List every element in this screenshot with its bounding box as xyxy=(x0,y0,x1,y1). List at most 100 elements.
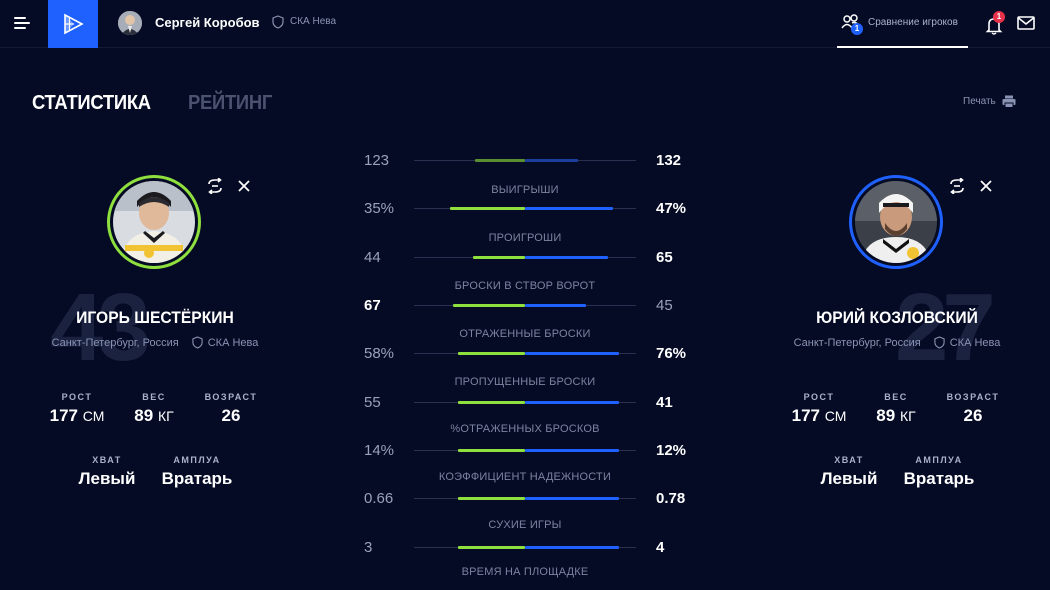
compare-players-tab[interactable]: 1 Сравнение игроков xyxy=(837,0,968,48)
player-location: Санкт-Петербург, Россия СКА Нева xyxy=(777,336,1017,349)
compare-players-label: Сравнение игроков xyxy=(868,17,958,28)
mail-icon[interactable] xyxy=(1017,16,1035,30)
comparison-label: КОЭФФИЦИЕНТ НАДЕЖНОСТИ xyxy=(438,471,612,483)
swap-player-icon[interactable] xyxy=(949,178,965,194)
stat-label: АМПЛУА xyxy=(173,455,221,465)
tab-rating[interactable]: РЕЙТИНГ xyxy=(188,92,273,114)
left-bar xyxy=(453,304,525,307)
right-bar xyxy=(525,449,619,452)
player-team: СКА Нева xyxy=(207,336,259,349)
comparison-label: ВРЕМЯ НА ПЛОЩАДКЕ xyxy=(461,566,589,578)
comparison-row: 44 65 xyxy=(350,247,700,269)
logo-play-icon xyxy=(64,13,84,35)
comparison-label: ПРОПУЩЕННЫЕ БРОСКИ xyxy=(454,376,596,388)
print-label: Печать xyxy=(963,96,996,107)
swap-player-icon[interactable] xyxy=(207,178,223,194)
player-card-left: 43 ИГОРЬ ШЕСТЁРКИН Санкт-Петербург, Росс… xyxy=(35,150,275,550)
right-value: 132 xyxy=(656,152,682,169)
stat-unit: СМ xyxy=(82,408,105,424)
stat-position: АМПЛУА Вратарь xyxy=(895,455,983,489)
right-bar xyxy=(525,497,619,500)
stat-value: 26 xyxy=(221,406,241,425)
comparison-row: 35% 47% xyxy=(350,198,700,220)
stat-height: РОСТ 177 СМ xyxy=(782,392,856,426)
comparison-label: ОТРАЖЕННЫЕ БРОСКИ xyxy=(459,328,591,340)
right-bar xyxy=(525,159,578,162)
comparison-label: %ОТРАЖЕННЫХ БРОСКОВ xyxy=(450,423,600,435)
player-name: ЮРИЙ КОЗЛОВСКИЙ xyxy=(816,308,978,327)
left-bar xyxy=(458,497,525,500)
stat-label: ВЕС xyxy=(142,392,166,402)
print-button[interactable]: Печать xyxy=(963,95,1016,108)
shield-icon xyxy=(192,336,203,349)
left-bar xyxy=(458,352,525,355)
notifications-button[interactable]: 1 xyxy=(985,11,1007,35)
comparison-row: 0.66 0.78 xyxy=(350,488,700,510)
stat-weight: ВЕС 89 КГ xyxy=(121,392,187,426)
menu-icon[interactable] xyxy=(14,15,32,31)
stat-age: ВОЗРАСТ 26 xyxy=(937,392,1009,426)
stat-value: Вратарь xyxy=(161,469,233,488)
stat-position: АМПЛУА Вратарь xyxy=(153,455,241,489)
stat-label: РОСТ xyxy=(803,392,835,402)
stat-value: 26 xyxy=(963,406,983,425)
left-value: 123 xyxy=(364,152,390,169)
left-bar xyxy=(458,401,525,404)
stat-age: ВОЗРАСТ 26 xyxy=(195,392,267,426)
printer-icon xyxy=(1002,95,1016,108)
tab-statistics[interactable]: СТАТИСТИКА xyxy=(32,92,151,114)
right-value: 4 xyxy=(656,539,665,556)
player-team: СКА Нева xyxy=(949,336,1001,349)
stat-value: Левый xyxy=(820,469,878,488)
stat-unit: СМ xyxy=(824,408,847,424)
right-bar xyxy=(525,401,619,404)
stat-label: ВЕС xyxy=(884,392,908,402)
player-number: 43 xyxy=(50,274,151,381)
logo[interactable] xyxy=(48,0,98,48)
stat-weight: ВЕС 89 КГ xyxy=(863,392,929,426)
left-bar xyxy=(458,546,525,549)
user-name[interactable]: Сергей Коробов xyxy=(155,15,260,30)
right-value: 45 xyxy=(656,297,673,314)
comparison-label: БРОСКИ В СТВОР ВОРОТ xyxy=(454,280,596,292)
left-bar xyxy=(458,449,525,452)
stat-value: 89 xyxy=(876,406,896,425)
comparison-panel: 123 132 ВЫИГРЫШИ 35% 47% ПРОИГРОШИ 44 65… xyxy=(350,150,700,590)
notifications-badge: 1 xyxy=(993,11,1005,23)
right-bar xyxy=(525,546,619,549)
left-bar xyxy=(450,207,525,210)
stat-unit: КГ xyxy=(157,408,174,424)
comparison-row: 58% 76% xyxy=(350,343,700,365)
comparison-label: ВЫИГРЫШИ xyxy=(491,184,559,196)
compare-count-badge: 1 xyxy=(851,23,863,35)
left-value: 44 xyxy=(364,249,381,266)
stat-unit: КГ xyxy=(899,408,916,424)
player-city: Санкт-Петербург, Россия xyxy=(51,336,179,349)
left-value: 3 xyxy=(364,539,373,556)
comparison-label: ПРОИГРОШИ xyxy=(488,232,562,244)
right-value: 47% xyxy=(656,200,687,217)
comparison-row: 55 41 xyxy=(350,392,700,414)
stat-grip: ХВАТ Левый xyxy=(813,455,885,489)
right-value: 65 xyxy=(656,249,673,266)
comparison-row: 67 45 xyxy=(350,295,700,317)
left-value: 14% xyxy=(364,442,395,459)
stat-value: Левый xyxy=(78,469,136,488)
stat-height: РОСТ 177 СМ xyxy=(40,392,114,426)
stat-value: Вратарь xyxy=(903,469,975,488)
stat-value: 177 xyxy=(49,406,78,425)
stat-grip: ХВАТ Левый xyxy=(71,455,143,489)
player-photo xyxy=(849,175,943,269)
close-icon[interactable] xyxy=(236,178,252,194)
stat-label: ХВАТ xyxy=(834,455,864,465)
left-value: 35% xyxy=(364,200,395,217)
stat-value: 89 xyxy=(134,406,154,425)
stat-label: ВОЗРАСТ xyxy=(946,392,1000,402)
user-avatar[interactable] xyxy=(118,11,142,35)
right-value: 41 xyxy=(656,394,673,411)
player-card-right: 27 ЮРИЙ КОЗЛОВСКИЙ Санкт-Петербург, Росс… xyxy=(777,150,1017,550)
stat-label: ХВАТ xyxy=(92,455,122,465)
close-icon[interactable] xyxy=(978,178,994,194)
left-bar xyxy=(473,256,525,259)
right-bar xyxy=(525,304,586,307)
